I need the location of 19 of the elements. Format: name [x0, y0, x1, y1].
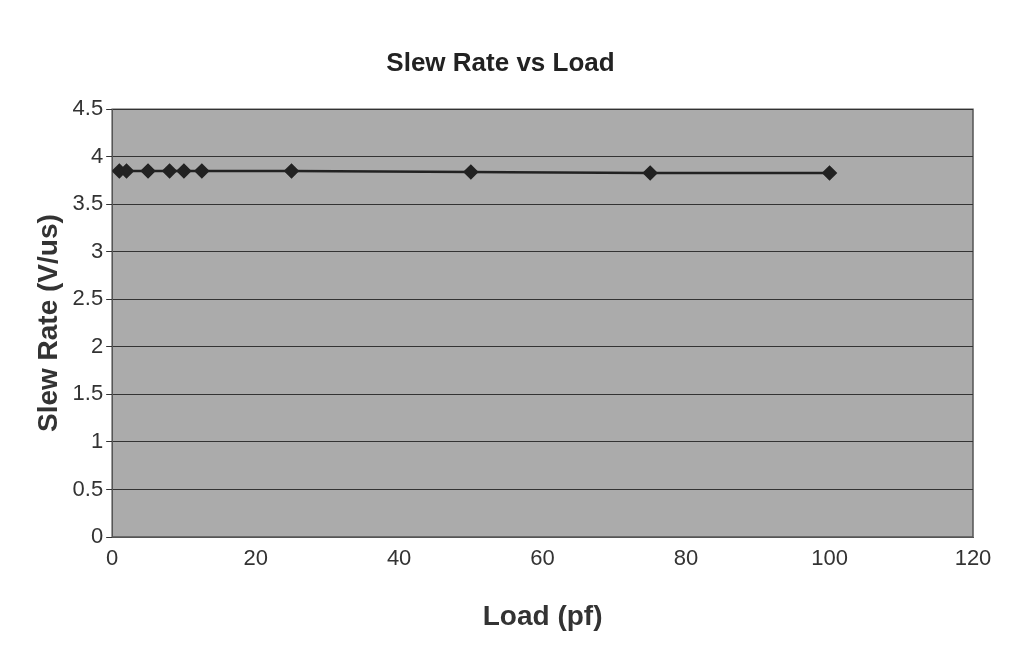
y-tick-label: 2.5	[72, 285, 104, 311]
x-tick-label: 100	[811, 545, 848, 571]
x-tick-label: 60	[530, 545, 555, 571]
y-tick-label: 0	[90, 523, 104, 549]
y-tick-label: 1	[90, 428, 104, 453]
y-tick-label: 3	[90, 237, 104, 263]
y-tick-label: 4.5	[72, 95, 104, 121]
y-tick-label: 2	[90, 332, 104, 358]
y-axis-title: Slew Rate (V/us)	[31, 214, 63, 433]
y-tick-label: 3.5	[72, 190, 104, 216]
chart-title: Slew Rate vs Load	[386, 46, 615, 77]
y-tick-label: 0.5	[72, 475, 104, 501]
y-tick-label: 4	[90, 142, 104, 168]
x-tick-label: 120	[954, 545, 992, 571]
x-tick-label: 40	[386, 545, 412, 571]
y-tick-label: 1.5	[72, 380, 104, 406]
x-tick-label: 80	[673, 545, 699, 571]
x-tick-label: 20	[243, 545, 268, 571]
x-axis-title: Load (pf)	[482, 599, 603, 631]
